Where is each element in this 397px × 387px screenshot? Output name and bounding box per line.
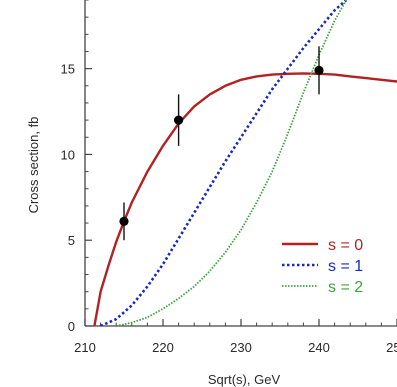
legend-label-2: s = 1 xyxy=(328,258,363,275)
data-point xyxy=(119,216,129,226)
data-points xyxy=(119,46,324,241)
legend: s = 0 s = 1 s = 2 xyxy=(282,237,363,296)
x-tick-label: 250 xyxy=(386,340,397,355)
data-point xyxy=(174,115,184,125)
x-tick-label: 240 xyxy=(308,340,330,355)
series-line-2 xyxy=(100,0,348,326)
y-tick-label: 5 xyxy=(68,233,75,248)
axes: 210 220 230 240 250 0 5 10 15 xyxy=(61,0,397,355)
x-tick-label: 210 xyxy=(74,340,96,355)
y-axis-label: Cross section, fb xyxy=(26,117,41,214)
data-point xyxy=(314,65,324,75)
y-tick-label: 0 xyxy=(68,319,75,334)
y-tick-label: 10 xyxy=(61,147,75,162)
x-axis-label: Sqrt(s), GeV xyxy=(208,372,281,387)
series-line-1 xyxy=(93,72,397,326)
x-tick-label: 230 xyxy=(230,340,252,355)
series-line-3 xyxy=(116,0,348,326)
curves xyxy=(93,0,397,326)
y-tick-label: 15 xyxy=(61,62,75,77)
legend-label-3: s = 2 xyxy=(328,279,363,296)
x-tick-label: 220 xyxy=(152,340,174,355)
legend-label-1: s = 0 xyxy=(328,237,363,254)
